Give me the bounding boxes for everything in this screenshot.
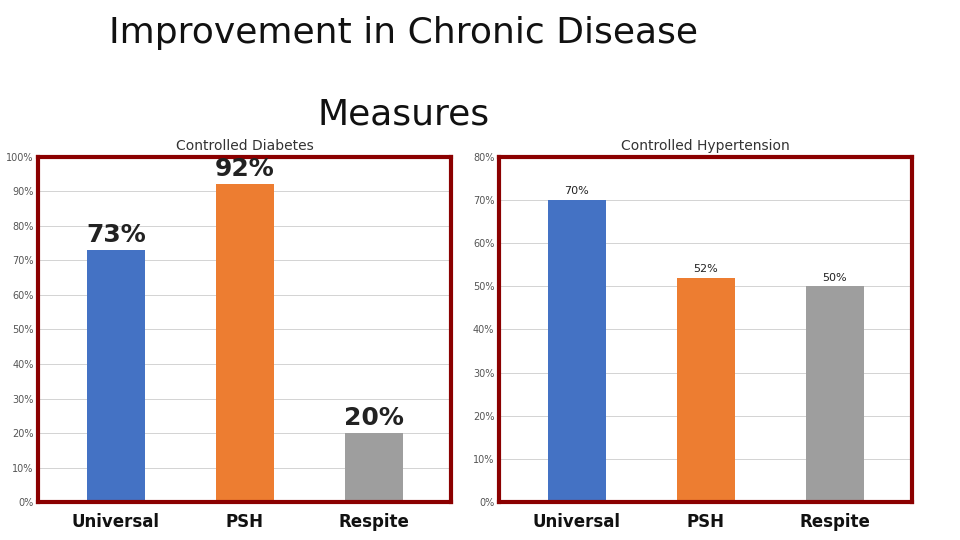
- Text: 52%: 52%: [693, 264, 718, 274]
- Text: 20%: 20%: [344, 406, 404, 430]
- Bar: [677, 278, 734, 502]
- Text: 73%: 73%: [86, 223, 146, 247]
- Bar: [547, 200, 606, 502]
- Bar: [345, 433, 403, 502]
- Bar: [86, 250, 145, 502]
- Text: Measures: Measures: [317, 97, 490, 131]
- Text: 92%: 92%: [215, 158, 275, 181]
- Title: Controlled Diabetes: Controlled Diabetes: [176, 139, 314, 153]
- Title: Controlled Hypertension: Controlled Hypertension: [621, 139, 790, 153]
- Text: Improvement in Chronic Disease: Improvement in Chronic Disease: [108, 16, 698, 50]
- Text: 50%: 50%: [823, 273, 847, 283]
- Bar: [216, 184, 274, 502]
- Bar: [805, 286, 864, 502]
- Text: 70%: 70%: [564, 186, 589, 197]
